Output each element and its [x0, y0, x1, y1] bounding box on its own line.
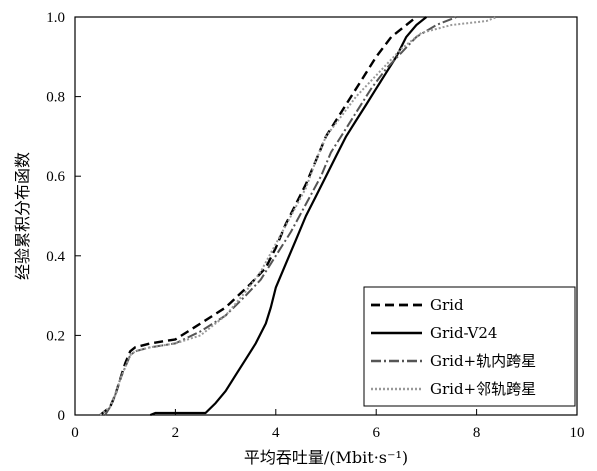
x-tick-label: 8 [473, 425, 481, 441]
legend-label-2: Grid-V24 [430, 324, 497, 342]
x-tick-label: 10 [570, 425, 585, 441]
y-tick-label: 1.0 [46, 10, 65, 26]
x-tick-label: 0 [71, 425, 79, 441]
legend-label-4: Grid+邻轨跨星 [430, 380, 536, 398]
y-axis-label: 经验累积分布函数 [13, 152, 32, 280]
y-tick-label: 0.2 [46, 328, 65, 344]
series-line-4 [99, 16, 498, 416]
legend-box [363, 286, 576, 407]
legend-label-1: Grid [430, 296, 464, 314]
series-line-1 [99, 16, 418, 416]
y-tick-label: 0.6 [46, 169, 65, 185]
plot-frame [74, 16, 578, 416]
y-tick-label: 0 [58, 408, 66, 424]
y-tick-label: 0.8 [46, 90, 65, 106]
legend-items: Grid Grid-V24 Grid+轨内跨星 Grid+邻轨跨星 [371, 296, 536, 398]
x-tick-label: 4 [272, 425, 280, 441]
series-line-2 [149, 16, 428, 417]
legend-label-3: Grid+轨内跨星 [430, 352, 536, 370]
legend: Grid Grid-V24 Grid+轨内跨星 Grid+邻轨跨星 [363, 286, 576, 407]
x-tick-label: 2 [172, 425, 180, 441]
x-axis-label: 平均吞吐量/(Mbit·s⁻¹) [244, 448, 408, 467]
y-tick-label: 0.4 [46, 249, 65, 265]
axis-ticks: 0 2 4 6 8 10 0 0.2 0.4 0.6 0.8 1.0 [46, 10, 584, 441]
x-tick-label: 6 [372, 425, 380, 441]
series-layer [99, 16, 498, 417]
